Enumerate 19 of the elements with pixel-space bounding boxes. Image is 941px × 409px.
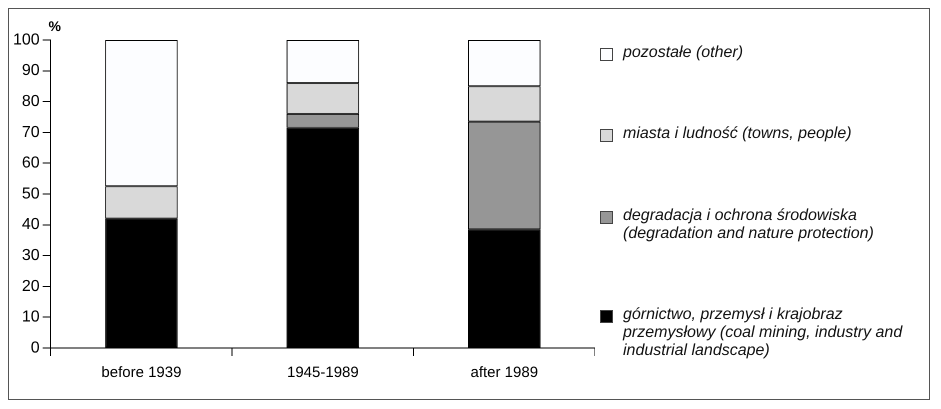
y-tick-label: 60 — [22, 154, 40, 172]
y-tick-label: 20 — [22, 278, 40, 295]
text: pozostałe (other) — [623, 44, 744, 62]
legend-label: górnictwo, przemysł i krajobraz przemysłowy (coal mining, industry and industrial landscape) — [623, 306, 904, 360]
x-tick-label: 1945-1989 — [286, 364, 359, 382]
y-tick-label: 30 — [22, 247, 40, 264]
y-tick-label: 40 — [22, 216, 40, 234]
y-axis-title: % — [48, 18, 62, 34]
x-tick-label: before 1939 — [101, 364, 182, 382]
y-tick-label: 0 — [30, 339, 40, 356]
y-tick-label: 90 — [22, 62, 40, 80]
legend-label: degradacja i ochrona środowiska (degradation and nature protection) — [623, 206, 875, 243]
y-tick-label: 10 — [22, 308, 40, 326]
y-tick-label: 80 — [22, 93, 40, 110]
y-tick-label: 100 — [12, 31, 40, 48]
y-tick-label: 50 — [22, 185, 40, 202]
y-tick-label: 70 — [22, 124, 40, 141]
x-tick-label: after 1989 — [470, 364, 538, 382]
legend-label: miasta i ludność (towns, people) — [623, 125, 852, 144]
